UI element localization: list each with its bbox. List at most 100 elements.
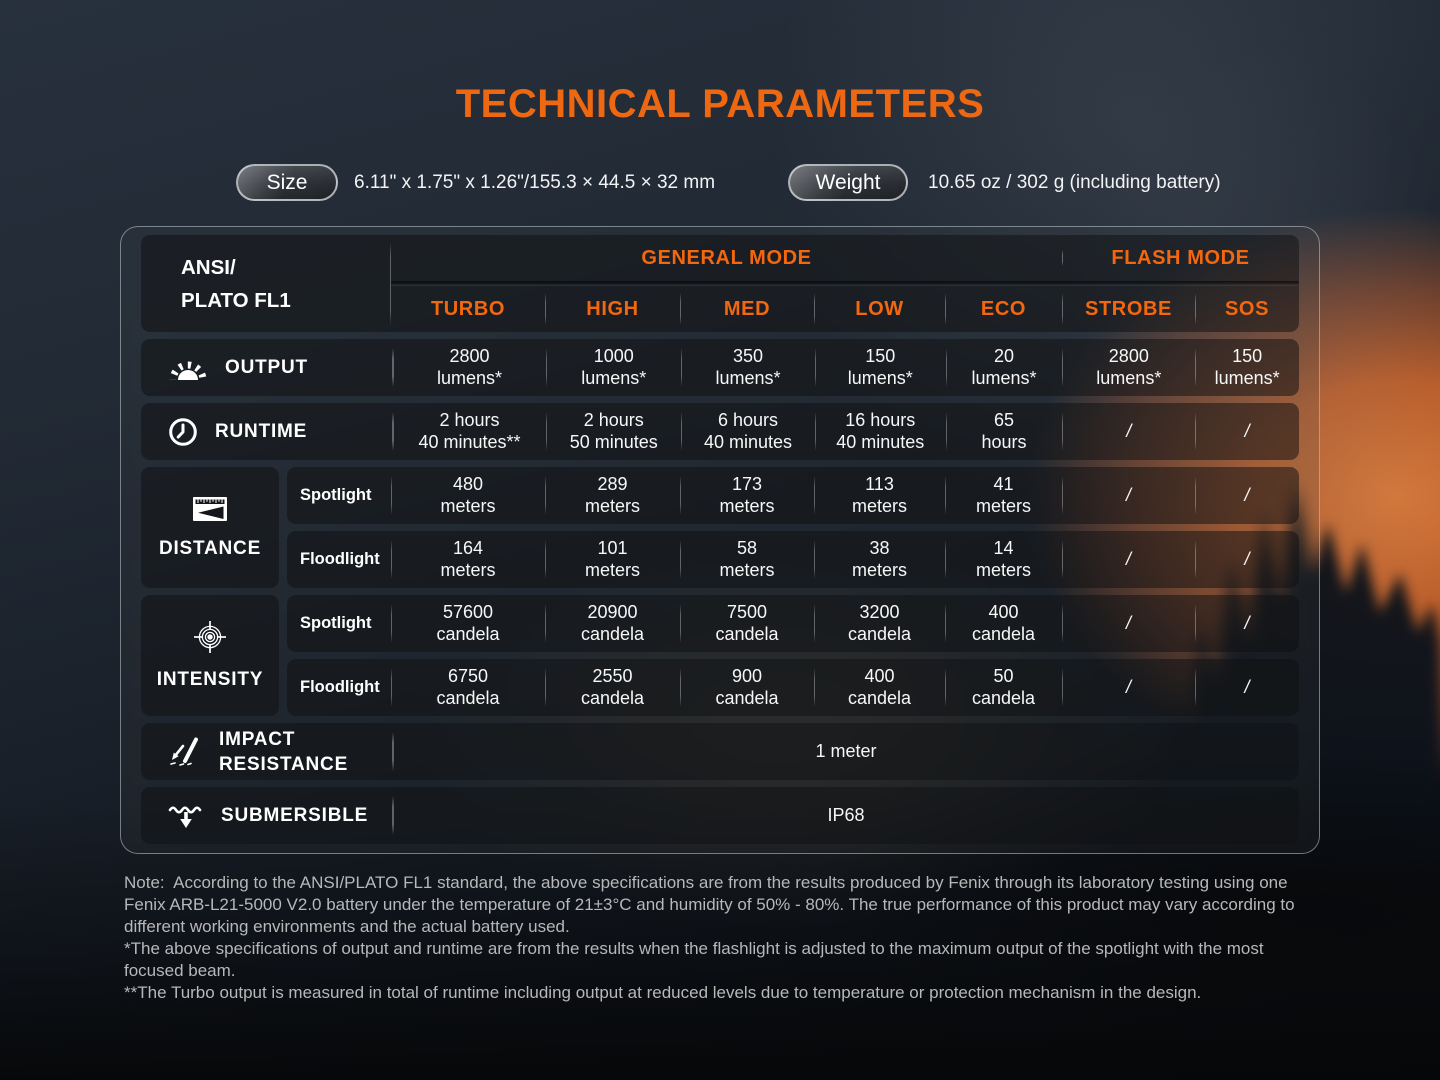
cell-value: 150	[865, 346, 896, 366]
standard-label-cell: ANSI/ PLATO FL1	[141, 235, 391, 332]
table-cell: /	[1195, 659, 1299, 716]
cell-unit: meters	[719, 559, 775, 580]
intensity-rows: Spotlight 57600 candela 20900 candela 7500…	[287, 595, 1299, 716]
table-row-submersible: SUBMERSIBLE IP68	[141, 787, 1299, 844]
weight-pill-label: Weight	[815, 170, 881, 194]
table-row-intensity-spotlight: Spotlight 57600 candela 20900 candela 7500…	[287, 595, 1299, 652]
table-row-intensity-floodlight: Floodlight 6750 candela 2550 candela 900 ca…	[287, 659, 1299, 716]
clock-icon	[169, 417, 197, 446]
spotlight-sublabel: Spotlight	[300, 614, 372, 632]
cell-value: /	[1244, 676, 1250, 697]
cell-unit: 40 minutes**	[418, 431, 521, 452]
table-cell: 7500 candela	[680, 595, 814, 652]
size-pill: Size	[236, 164, 338, 201]
cell-value: /	[1125, 484, 1131, 505]
cell-value: 41	[993, 474, 1014, 494]
runtime-label: RUNTIME	[215, 420, 308, 442]
table-row-distance-spotlight: Spotlight 480 meters 289 meters 173 meters …	[287, 467, 1299, 524]
note-double-asterisk: **The Turbo output is measured in total …	[124, 983, 1202, 1002]
table-cell: 173 meters	[680, 467, 814, 524]
column-header-strobe: STROBE	[1062, 286, 1195, 332]
cell-unit: hours	[981, 431, 1027, 452]
table-cell: 57600 candela	[391, 595, 545, 652]
table-cell: 58 meters	[680, 531, 814, 588]
table-cell: 6 hours 40 minutes	[681, 403, 815, 460]
cell-value: 900	[731, 666, 763, 686]
cell-unit: meters	[440, 495, 496, 516]
cell-unit: 40 minutes	[703, 431, 793, 452]
light-output-icon	[169, 361, 207, 380]
cell-unit: meters	[584, 559, 640, 580]
weight-value: 10.65 oz / 302 g (including battery)	[928, 172, 1221, 193]
table-cell: 400 candela	[945, 595, 1062, 652]
table-cell: 16 hours 40 minutes	[814, 403, 946, 460]
submersible-label-cell: SUBMERSIBLE	[141, 787, 393, 844]
cell-unit: lumens*	[581, 367, 647, 388]
cell-value: /	[1125, 548, 1131, 569]
table-cell: 350 lumens*	[681, 339, 815, 396]
cell-unit: lumens*	[1214, 367, 1280, 388]
flash-mode-header: FLASH MODE	[1062, 247, 1299, 270]
distance-label-cell: DISTANCE	[141, 467, 279, 588]
table-cell: /	[1195, 595, 1299, 652]
impact-label-line1: IMPACT	[219, 728, 296, 750]
cell-value: 1000	[593, 346, 634, 366]
note-main: Note: According to the ANSI/PLATO FL1 st…	[124, 873, 1300, 936]
impact-label-cell: IMPACT RESISTANCE	[141, 723, 393, 780]
cell-unit: meters	[851, 559, 907, 580]
submersible-label: SUBMERSIBLE	[221, 804, 369, 826]
intensity-label: INTENSITY	[156, 669, 264, 690]
intensity-section: INTENSITY Spotlight 57600 candela 20900 ca…	[141, 595, 1299, 716]
cell-unit: lumens*	[847, 367, 913, 388]
cell-value: 16 hours	[845, 410, 916, 430]
cell-value: 350	[732, 346, 764, 366]
impact-label-line2: RESISTANCE	[219, 753, 349, 775]
cell-value: 400	[988, 602, 1019, 622]
table-cell: 20900 candela	[545, 595, 680, 652]
table-header-row: ANSI/ PLATO FL1 GENERAL MODE FLASH MODE …	[141, 235, 1299, 332]
cell-value: 14	[993, 538, 1014, 558]
table-cell: 289 meters	[545, 467, 680, 524]
general-mode-header: GENERAL MODE	[641, 246, 812, 269]
cell-value: /	[1244, 548, 1250, 569]
intensity-icon	[194, 621, 226, 653]
submersible-value-cell: IP68	[393, 787, 1299, 844]
cell-unit: candela	[971, 623, 1036, 644]
table-cell: 2800 lumens*	[392, 339, 547, 396]
cell-value: 20	[994, 346, 1015, 366]
table-cell: /	[1062, 659, 1195, 716]
table-cell: 2550 candela	[545, 659, 680, 716]
cell-unit: meters	[851, 495, 907, 516]
column-header-med: MED	[680, 286, 814, 332]
impact-label: IMPACT RESISTANCE	[219, 727, 348, 777]
cell-unit: candela	[436, 687, 500, 708]
table-row-output: OUTPUT 2800 lumens* 1000 lumens* 350 lumens…	[141, 339, 1299, 396]
cell-value: 6 hours	[717, 410, 779, 430]
cell-value: 50	[993, 666, 1014, 686]
standard-label-line2: PLATO FL1	[181, 288, 291, 312]
cell-unit: 50 minutes	[569, 431, 658, 452]
column-header-turbo: TURBO	[430, 297, 506, 320]
cell-unit: 40 minutes	[836, 431, 925, 452]
table-cell: 2 hours 50 minutes	[546, 403, 681, 460]
cell-value: 289	[597, 474, 628, 494]
cell-unit: candela	[971, 687, 1036, 708]
impact-icon	[170, 737, 198, 766]
table-cell: /	[1195, 467, 1299, 524]
cell-unit: candela	[715, 623, 779, 644]
cell-value: 173	[731, 474, 763, 494]
cell-value: 113	[865, 474, 894, 494]
intensity-label-cell: INTENSITY	[141, 595, 279, 716]
cell-value: 7500	[726, 602, 768, 622]
floodlight-sublabel: Floodlight	[300, 678, 380, 696]
cell-unit: candela	[580, 687, 645, 708]
table-cell: 400 candela	[814, 659, 945, 716]
column-header-sos: SOS	[1195, 286, 1299, 332]
cell-value: 2800	[1108, 346, 1149, 366]
cell-unit: meters	[975, 559, 1031, 580]
table-cell: /	[1062, 595, 1195, 652]
table-cell: 480 meters	[391, 467, 545, 524]
cell-value: 2800	[449, 346, 490, 366]
size-value: 6.11" x 1.75" x 1.26"/155.3 × 44.5 × 32 …	[354, 172, 716, 193]
